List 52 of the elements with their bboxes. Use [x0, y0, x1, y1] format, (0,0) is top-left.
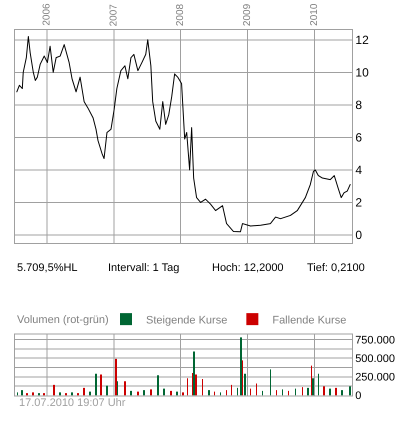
- bar: [176, 392, 178, 396]
- x-tick-label: 2009: [242, 3, 254, 26]
- y-tick-label: 6: [355, 130, 362, 145]
- legend-label: Fallende Kurse: [272, 314, 346, 326]
- text: 5.709,5%HL: [17, 262, 78, 274]
- y-tick-label: 12: [355, 32, 370, 47]
- bar: [312, 378, 314, 396]
- bar: [349, 386, 351, 396]
- x-tick-label: 2007: [108, 4, 120, 26]
- bar: [307, 388, 309, 396]
- bar: [143, 390, 145, 396]
- chart-title: Volumen (rot-grün): [17, 314, 109, 326]
- bar: [137, 392, 139, 396]
- bar: [157, 375, 159, 396]
- x-tick-label: 2010: [308, 3, 320, 26]
- bar: [341, 390, 343, 396]
- bar: [106, 386, 108, 396]
- bar: [329, 388, 331, 396]
- y-tick-label: 750.000: [355, 334, 395, 346]
- bar: [21, 390, 23, 396]
- bar: [208, 390, 210, 396]
- y-tick-label: 8: [355, 98, 362, 112]
- x-tick-label: 2008: [175, 3, 186, 26]
- legend-label: Steigende Kurse: [146, 314, 228, 326]
- y-tick-label: 0: [355, 228, 362, 242]
- bar: [244, 374, 246, 396]
- bar: [323, 386, 325, 396]
- text: 17.07.2010 19:07 Uhr: [19, 397, 126, 409]
- text: Tief: 0,2100: [307, 262, 365, 274]
- line-series: [16, 36, 351, 232]
- bar: [95, 374, 97, 396]
- x-tick-label: 2006: [42, 2, 53, 26]
- bar: [163, 388, 165, 396]
- bar: [124, 381, 126, 396]
- y-tick-label: 0: [355, 390, 362, 402]
- y-tick-label: 4: [355, 163, 362, 178]
- bar: [335, 388, 337, 396]
- text: Hoch: 12,2000: [212, 262, 284, 274]
- text: Intervall: 1 Tag: [108, 262, 180, 274]
- bar: [53, 384, 55, 396]
- y-tick-label: 2: [355, 196, 362, 210]
- bar: [240, 337, 242, 396]
- y-tick-label: 500.000: [355, 353, 395, 366]
- bar: [89, 392, 91, 396]
- bar: [193, 352, 195, 396]
- y-tick-label: 10: [355, 66, 370, 80]
- bar: [83, 388, 85, 396]
- y-tick-label: 250.000: [355, 372, 395, 384]
- bar: [150, 389, 152, 396]
- bar: [195, 374, 197, 396]
- bar: [100, 374, 102, 396]
- bar: [115, 358, 117, 396]
